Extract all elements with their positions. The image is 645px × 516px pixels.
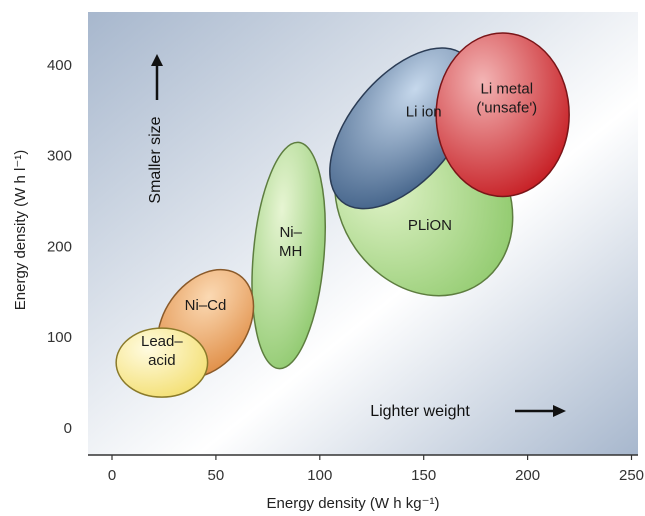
x-tick-label: 100 <box>307 467 332 484</box>
chemistry-regions <box>115 32 570 398</box>
x-tick-label: 50 <box>208 467 225 484</box>
y-axis: 0 100 200 300 400 <box>47 57 72 437</box>
y-tick-label: 300 <box>47 148 72 165</box>
region-label: Li ion <box>406 104 442 121</box>
region-label: Lead– <box>141 333 183 350</box>
smaller-size-arrowhead <box>151 54 163 66</box>
region-label: Ni–Cd <box>185 297 227 314</box>
region-label: acid <box>148 352 176 369</box>
y-tick-label: 400 <box>47 57 72 74</box>
region-lead-acid <box>115 327 209 398</box>
y-tick-label: 200 <box>47 238 72 255</box>
smaller-size-label: Smaller size <box>147 116 164 203</box>
region-label: ('unsafe') <box>476 99 537 116</box>
x-tick-label: 250 <box>619 467 644 484</box>
x-tick-label: 0 <box>108 467 116 484</box>
x-axis: 0 50 100 150 200 250 <box>88 454 644 484</box>
region-li-metal-unsafe <box>435 32 570 198</box>
region-ni-mh <box>251 141 326 370</box>
region-label: PLiON <box>408 217 452 234</box>
lighter-weight-arrowhead <box>553 405 566 417</box>
region-label: Ni– <box>279 224 302 241</box>
lighter-weight-annotation: Lighter weight <box>370 403 566 420</box>
x-tick-label: 200 <box>515 467 540 484</box>
smaller-size-annotation: Smaller size <box>147 54 164 204</box>
region-labels: PLiON Li ion Li metal ('unsafe') Ni– MH Ni–Cd L… <box>141 80 537 368</box>
y-tick-label: 100 <box>47 329 72 346</box>
region-label: MH <box>279 243 302 260</box>
y-axis-label: Energy density (W h l⁻¹) <box>12 150 29 310</box>
region-label: Li metal <box>481 80 534 97</box>
y-tick-label: 0 <box>64 420 72 437</box>
x-tick-label: 150 <box>411 467 436 484</box>
lighter-weight-label: Lighter weight <box>370 403 470 420</box>
x-axis-label: Energy density (W h kg⁻¹) <box>267 495 440 512</box>
